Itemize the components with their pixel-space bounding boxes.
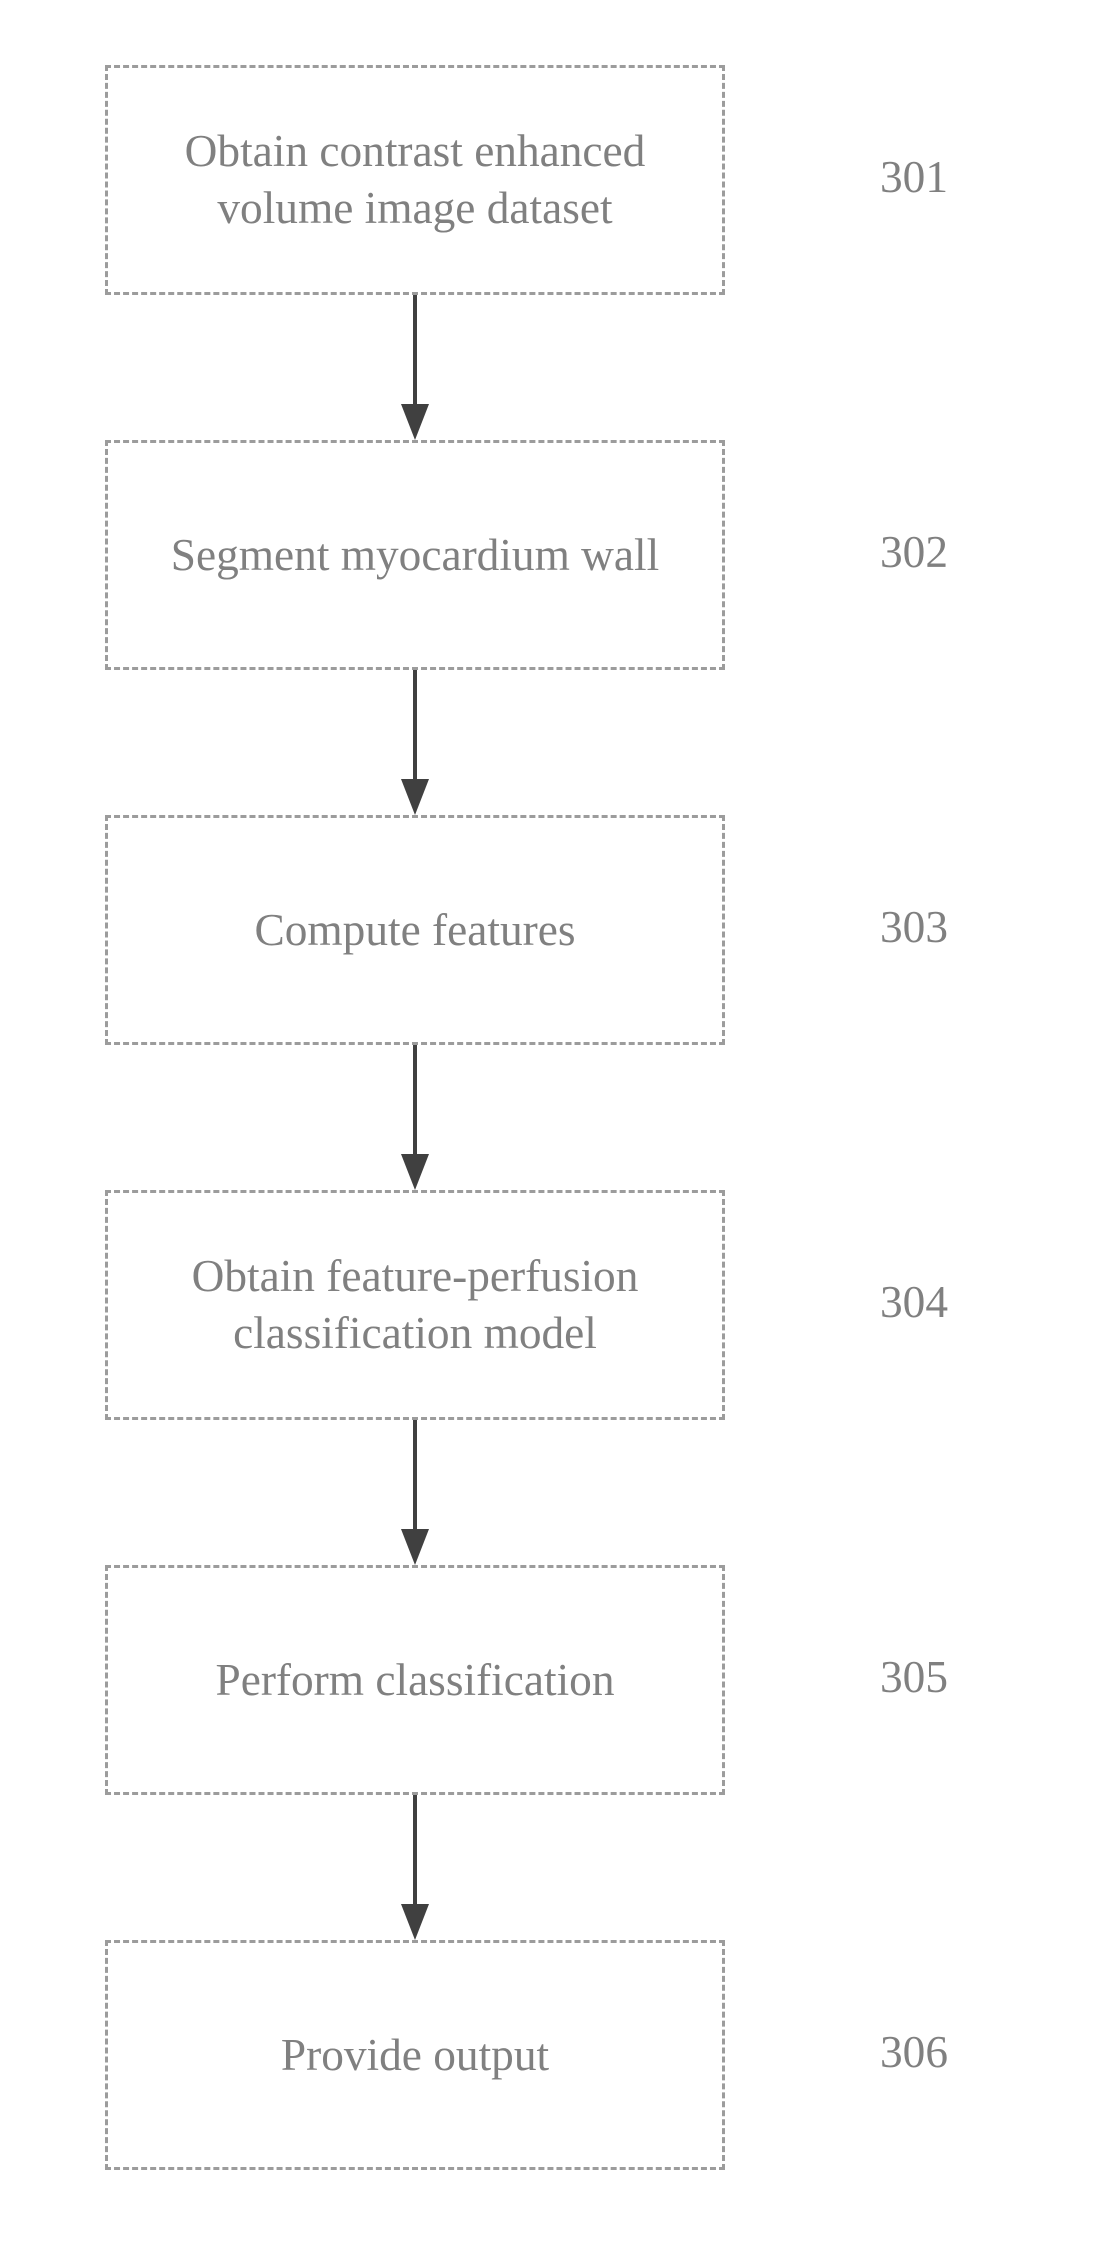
flowchart-step-text: Provide output: [281, 2027, 549, 2084]
flowchart-step-text: Obtain feature-perfusion classification …: [192, 1248, 639, 1361]
flowchart-step-5: Perform classification: [105, 1565, 725, 1795]
reference-label-text: 306: [880, 2030, 948, 2075]
flowchart-arrow-1-2: [387, 295, 443, 440]
reference-label-302: 302: [880, 530, 948, 575]
flowchart-step-2: Segment myocardium wall: [105, 440, 725, 670]
flowchart-step-text: Compute features: [255, 902, 576, 959]
reference-label-306: 306: [880, 2030, 948, 2075]
flowchart-step-text: Obtain contrast enhanced volume image da…: [185, 123, 646, 236]
reference-label-305: 305: [880, 1655, 948, 1700]
flowchart-arrow-2-3: [387, 670, 443, 815]
flowchart-step-6: Provide output: [105, 1940, 725, 2170]
flowchart-step-3: Compute features: [105, 815, 725, 1045]
flowchart-step-text: Segment myocardium wall: [171, 527, 659, 584]
reference-label-text: 305: [880, 1655, 948, 1700]
flowchart-arrow-4-5: [387, 1420, 443, 1565]
flowchart-arrow-3-4: [387, 1045, 443, 1190]
reference-label-text: 302: [880, 530, 948, 575]
reference-label-304: 304: [880, 1280, 948, 1325]
flowchart-step-4: Obtain feature-perfusion classification …: [105, 1190, 725, 1420]
flowchart-canvas: Obtain contrast enhanced volume image da…: [0, 0, 1109, 2256]
flowchart-step-text: Perform classification: [215, 1652, 614, 1709]
reference-label-303: 303: [880, 905, 948, 950]
flowchart-arrow-5-6: [387, 1795, 443, 1940]
reference-label-text: 303: [880, 905, 948, 950]
reference-label-text: 304: [880, 1280, 948, 1325]
reference-label-text: 301: [880, 155, 948, 200]
reference-label-301: 301: [880, 155, 948, 200]
flowchart-step-1: Obtain contrast enhanced volume image da…: [105, 65, 725, 295]
